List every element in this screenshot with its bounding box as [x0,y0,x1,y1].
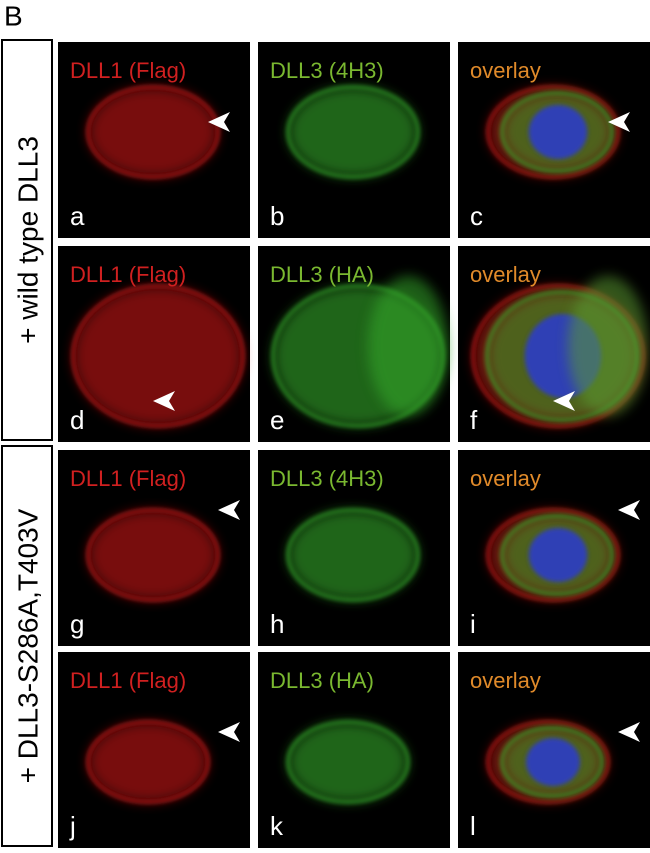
micrograph-panel: overlay c [458,42,650,238]
micrograph-panel: DLL3 (HA) k [258,652,450,848]
cell-image [86,85,220,179]
arrowhead [608,112,630,132]
panel-letter: b [270,201,284,231]
micrograph-panel: DLL1 (Flag) j [58,652,250,848]
panel-title: overlay [470,466,541,491]
panel-title: DLL1 (Flag) [70,466,186,491]
cell-edge [286,508,420,602]
panel-letter: d [70,405,84,435]
cell-signal [288,87,418,177]
panel-title: DLL3 (HA) [270,668,374,693]
micrograph-panel: overlay i [458,450,650,646]
panel-letter: l [470,811,476,841]
cell-signal [288,722,408,802]
panel-letter: k [270,811,284,841]
panel-title: overlay [470,668,541,693]
micrograph-panel: DLL3 (HA) e [258,246,450,442]
cell-signal [88,87,218,177]
panel-title: DLL1 (Flag) [70,262,186,287]
micrograph-panel: DLL1 (Flag) a [58,42,250,238]
cell-edge [486,508,620,602]
micrograph-panel: DLL1 (Flag) g [58,450,250,646]
arrowhead [218,500,240,520]
cell-image [86,508,220,602]
panel-title: DLL3 (HA) [270,262,374,287]
panel-title: overlay [470,58,541,83]
cell-signal [73,286,243,426]
group-box [1,39,53,441]
arrowhead [218,722,240,742]
cell-edge [86,85,220,179]
cell-image [286,85,420,179]
cell-signal [288,510,418,600]
panel-letter: a [70,201,85,231]
nucleus [526,738,580,786]
nucleus [528,105,588,159]
panel-title: overlay [470,262,541,287]
cell-image [286,508,420,602]
arrowhead [153,391,175,411]
micrograph-panel: DLL3 (4H3) b [258,42,450,238]
cell-signal [568,276,648,416]
nucleus [528,528,588,582]
cell-signal [368,276,448,416]
panel-letter: i [470,609,476,639]
cell-image [71,284,245,428]
micrograph-panel: overlay f [458,246,650,442]
panel-letter: g [70,609,84,639]
cell-edge [500,726,604,798]
panel-letter: c [470,201,483,231]
cell-edge [86,720,210,804]
cell-image [486,85,620,179]
panel-title: DLL1 (Flag) [70,58,186,83]
panel-letter: f [470,405,478,435]
cell-image [486,508,620,602]
cell-edge [71,284,245,428]
cell-signal [88,722,208,802]
cell-edge [286,85,420,179]
arrowhead [618,500,640,520]
arrowhead [553,391,575,411]
cell-edge [286,720,410,804]
cell-image [486,720,610,804]
panel-label: B [4,0,23,31]
arrowhead [618,722,640,742]
micrograph-panel: DLL3 (4H3) h [258,450,450,646]
cell-image [471,276,648,428]
group-label: + DLL3-S286A,T403V [12,508,43,783]
cell-signal [88,510,218,600]
panel-title: DLL3 (4H3) [270,466,384,491]
micrograph-panel: DLL1 (Flag) d [58,246,250,442]
arrowhead [208,112,230,132]
cell-image [86,720,210,804]
cell-image [286,720,410,804]
group-box [1,445,53,847]
cell-edge [86,508,220,602]
panel-letter: j [69,811,76,841]
cell-edge [486,720,610,804]
panel-letter: h [270,609,284,639]
cell-edge [500,91,614,173]
panel-letter: e [270,405,284,435]
micrograph-panel: overlay l [458,652,650,848]
cell-image [271,276,448,428]
cell-edge [486,85,620,179]
panel-title: DLL1 (Flag) [70,668,186,693]
cell-edge [500,514,614,596]
group-label: + wild type DLL3 [12,136,43,344]
panel-title: DLL3 (4H3) [270,58,384,83]
